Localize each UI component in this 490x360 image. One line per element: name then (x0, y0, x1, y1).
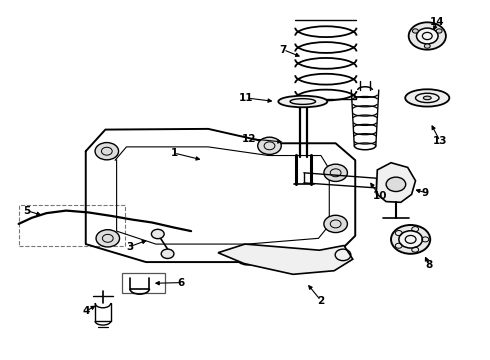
Text: 7: 7 (279, 45, 287, 55)
Circle shape (391, 225, 430, 254)
Text: 6: 6 (178, 278, 185, 288)
Text: 14: 14 (430, 17, 444, 27)
Circle shape (424, 44, 430, 48)
Text: 10: 10 (372, 191, 387, 201)
Text: 2: 2 (318, 296, 324, 306)
Polygon shape (218, 244, 353, 274)
Polygon shape (376, 163, 416, 202)
Text: 13: 13 (433, 136, 447, 146)
Text: 1: 1 (171, 148, 177, 158)
Circle shape (151, 229, 164, 239)
Text: 12: 12 (242, 134, 256, 144)
Circle shape (436, 29, 442, 33)
Bar (19, 205, 125, 246)
Circle shape (324, 215, 347, 233)
Circle shape (399, 231, 422, 248)
Text: 8: 8 (425, 260, 432, 270)
Ellipse shape (278, 96, 327, 107)
Circle shape (324, 164, 347, 181)
Circle shape (161, 249, 174, 258)
Text: 5: 5 (24, 206, 30, 216)
Circle shape (416, 28, 438, 44)
Circle shape (386, 177, 406, 192)
Circle shape (258, 137, 281, 154)
Ellipse shape (423, 96, 431, 100)
Text: 11: 11 (239, 93, 253, 103)
Circle shape (95, 143, 119, 160)
Circle shape (413, 29, 418, 33)
Circle shape (96, 230, 120, 247)
Text: 3: 3 (126, 242, 133, 252)
Text: 4: 4 (82, 306, 90, 316)
Circle shape (236, 248, 259, 265)
Text: 9: 9 (422, 188, 429, 198)
Ellipse shape (405, 89, 449, 107)
Circle shape (409, 22, 446, 50)
Bar (122, 273, 165, 293)
